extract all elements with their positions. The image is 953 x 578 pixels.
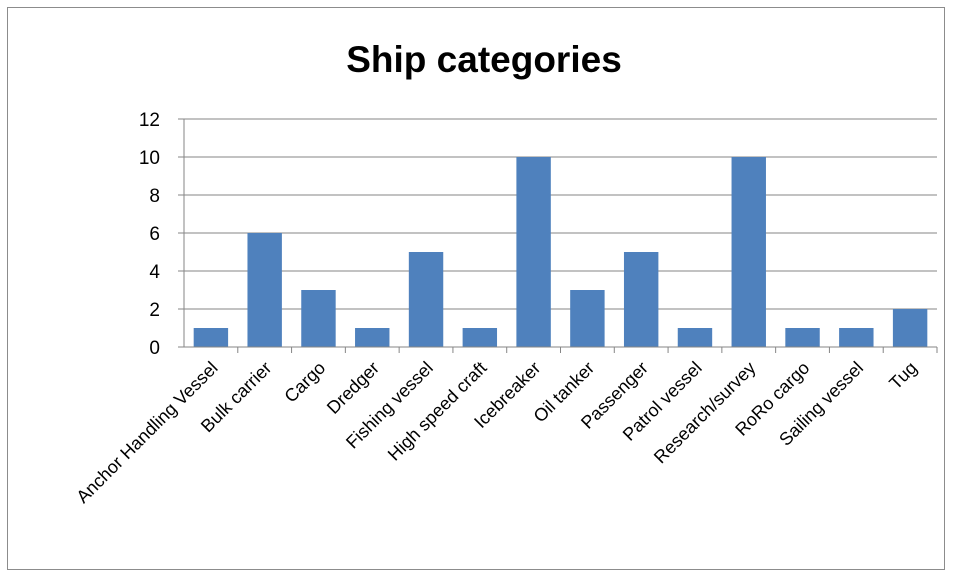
y-tick-label: 8 (149, 186, 160, 207)
y-tick-label: 6 (149, 224, 160, 245)
bar-9 (677, 328, 713, 347)
bar-8 (623, 252, 659, 347)
bar-11 (785, 328, 820, 347)
x-tick-label: High speed craft (384, 358, 491, 465)
y-tick-label: 2 (149, 300, 160, 321)
x-tick-label: Cargo (280, 358, 329, 407)
bars (193, 157, 928, 347)
bar-2 (301, 290, 336, 347)
bar-12 (839, 328, 874, 347)
bar-1 (247, 233, 282, 347)
bar-6 (516, 157, 551, 347)
y-tick-label: 10 (139, 148, 160, 169)
axes (178, 118, 938, 353)
bar-3 (355, 328, 390, 347)
bar-13 (892, 309, 928, 347)
y-tick-labels: 0 2 4 6 8 10 12 (139, 110, 161, 359)
bar-4 (408, 252, 444, 347)
gridlines (184, 118, 937, 310)
y-tick-label: 4 (149, 262, 160, 283)
x-tick-label: Anchor Handling Vessel (72, 358, 221, 507)
chart-title: Ship categories (346, 39, 622, 80)
bar-10 (731, 157, 766, 347)
y-tick-label: 0 (149, 338, 160, 359)
x-tick-label: Tug (885, 358, 921, 394)
y-tick-label: 12 (139, 110, 160, 131)
bar-0 (193, 328, 229, 347)
bar-5 (462, 328, 498, 347)
chart-frame (7, 7, 945, 570)
bar-7 (570, 290, 605, 347)
